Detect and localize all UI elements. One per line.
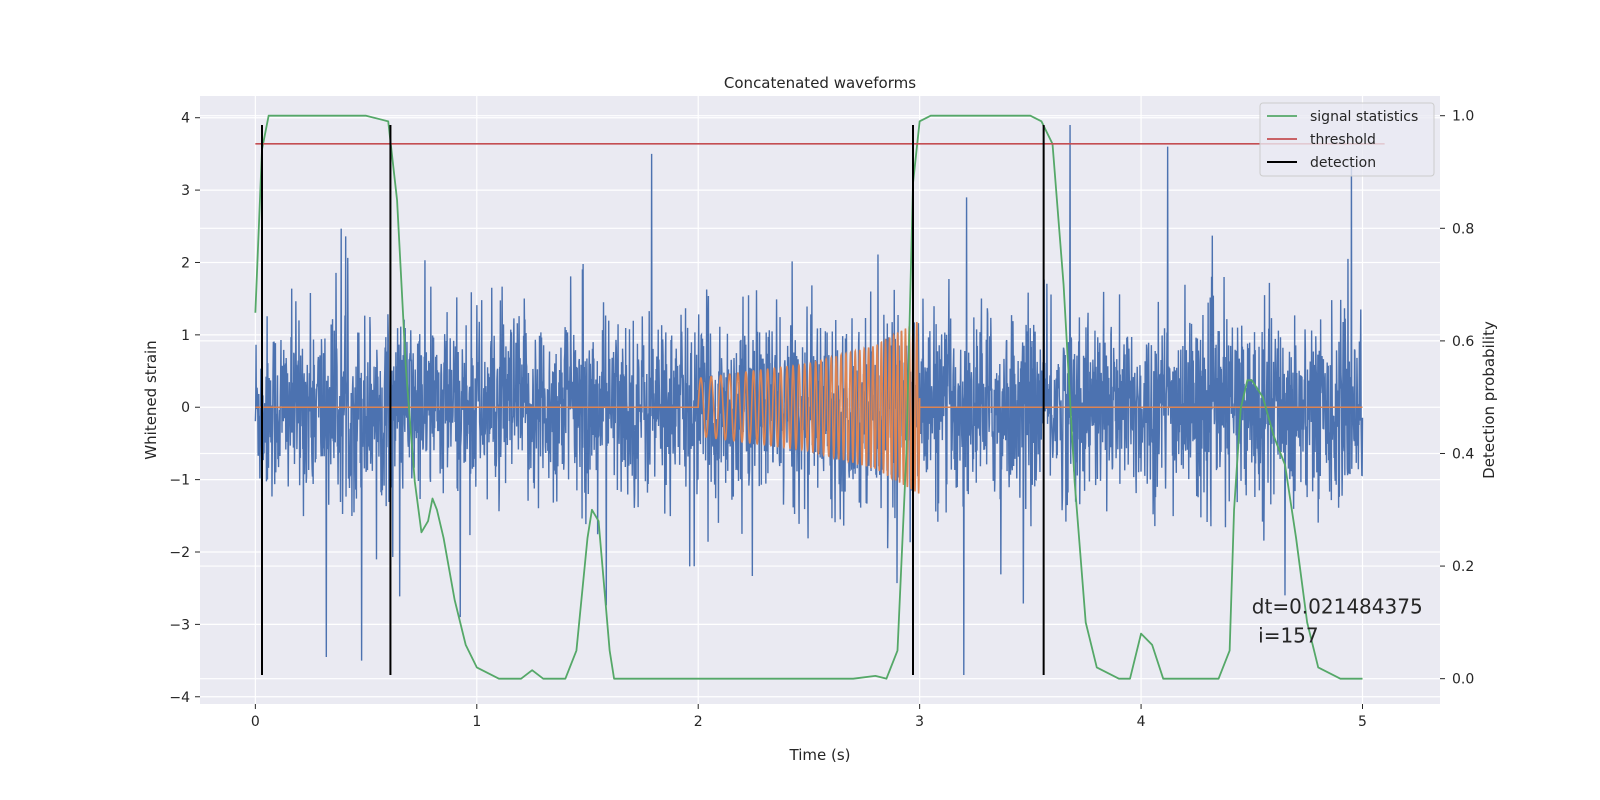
y-tick-label: 0 — [181, 400, 190, 416]
detection-series — [261, 124, 1045, 676]
x-tick-label: 3 — [915, 714, 924, 730]
y-tick-label: 1 — [181, 328, 190, 344]
right-y-tick-label: 0.8 — [1452, 221, 1474, 237]
y-tick-label: −1 — [169, 473, 190, 489]
waveform-line — [255, 321, 1363, 494]
x-tick-label: 1 — [472, 714, 481, 730]
right-y-tick-label: 0.2 — [1452, 559, 1474, 575]
waveform-series — [255, 321, 1363, 494]
y-axis-ticks: −4 −3 −2 −1 0 1 2 3 4 — [169, 111, 200, 706]
y-tick-label: 3 — [181, 183, 190, 199]
y-tick-label: 2 — [181, 255, 190, 271]
y-tick-label: −3 — [169, 617, 190, 633]
signal-statistics-series — [254, 114, 1363, 680]
y-axis-label: Whitened strain — [142, 340, 160, 459]
legend-threshold-label: threshold — [1310, 132, 1376, 148]
legend-box — [1259, 102, 1435, 177]
x-tick-label: 4 — [1137, 714, 1146, 730]
x-tick-label: 0 — [251, 714, 260, 730]
right-y-tick-label: 1.0 — [1452, 109, 1474, 125]
x-tick-label: 5 — [1358, 714, 1367, 730]
right-y-tick-label: 0.6 — [1452, 334, 1474, 350]
annotation-dt: dt=0.021484375 — [1252, 595, 1423, 619]
noise-series — [254, 124, 1364, 676]
x-axis-ticks: 0 1 2 3 4 5 — [251, 704, 1367, 730]
x-tick-label: 2 — [694, 714, 703, 730]
right-y-axis-ticks: 0.0 0.2 0.4 0.6 0.8 1.0 — [1440, 109, 1474, 688]
annotation-i: i=157 — [1252, 623, 1319, 647]
legend-detection-label: detection — [1310, 155, 1376, 171]
signal-statistics-line — [254, 114, 1363, 680]
y-tick-label: −2 — [169, 545, 190, 561]
legend-signal-statistics-label: signal statistics — [1310, 109, 1418, 125]
y-tick-label: −4 — [169, 690, 190, 706]
right-y-tick-label: 0.4 — [1452, 446, 1474, 462]
chart-title: Concatenated waveforms — [724, 74, 916, 92]
x-axis-label: Time (s) — [789, 746, 851, 764]
y-tick-label: 4 — [181, 111, 190, 127]
right-y-tick-label: 0.0 — [1452, 672, 1474, 688]
right-y-axis-label: Detection probability — [1480, 321, 1498, 479]
legend: signal statistics threshold detection — [1259, 102, 1435, 177]
noise-line — [254, 124, 1364, 676]
